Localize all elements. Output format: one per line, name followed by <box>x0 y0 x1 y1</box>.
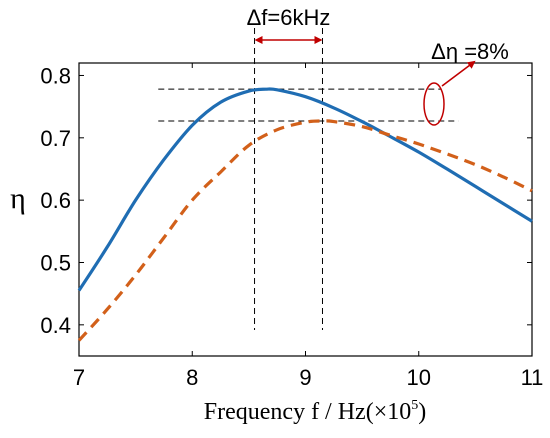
y-tick-label: 0.4 <box>40 313 71 338</box>
x-axis-label-main: Frequency f / Hz(×10 <box>204 399 411 425</box>
x-tick-label: 11 <box>521 365 544 390</box>
delta-eta-label: Δη =8% <box>431 39 509 64</box>
y-axis-label: η <box>10 182 26 215</box>
y-tick-label: 0.6 <box>40 188 71 213</box>
series-layer <box>77 87 533 342</box>
guide-lines <box>158 28 459 330</box>
x-tick-label: 8 <box>186 365 198 390</box>
x-axis-label-exponent: 5 <box>411 398 418 413</box>
delta-eta-arrow <box>441 60 476 87</box>
annotation-layer: Δf=6kHz Δη =8% <box>247 5 509 126</box>
solid-efficiency-curve <box>77 87 533 292</box>
delta-eta-ellipse <box>423 82 445 126</box>
x-axis-label-close: ) <box>418 399 426 425</box>
x-tick-label: 9 <box>299 365 311 390</box>
dashed-efficiency-curve <box>77 119 533 342</box>
axis-ticks: 7 8 9 10 11 0.4 0.5 0.6 0.7 0.8 <box>40 63 543 390</box>
y-tick-label: 0.5 <box>40 250 71 275</box>
plot-area-frame <box>78 62 533 357</box>
x-axis-label: Frequency f / Hz(×105) <box>204 398 426 425</box>
y-tick-label: 0.8 <box>40 63 71 88</box>
y-tick-label: 0.7 <box>40 126 71 151</box>
x-tick-label: 10 <box>407 365 431 390</box>
delta-f-label: Δf=6kHz <box>247 5 331 30</box>
x-tick-label: 7 <box>73 365 85 390</box>
